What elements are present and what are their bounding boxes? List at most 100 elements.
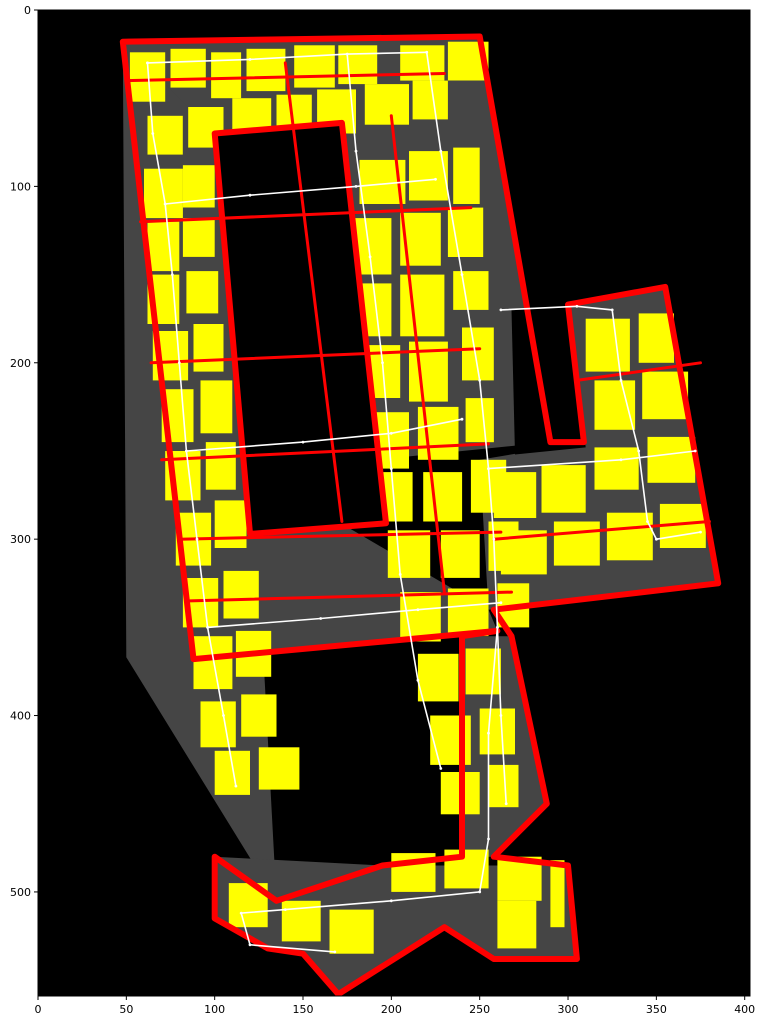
room [493, 472, 537, 518]
path-node [195, 537, 199, 541]
path-node [248, 193, 252, 197]
path-node [699, 530, 702, 534]
room [541, 465, 586, 513]
y-tick-label: 0 [24, 4, 31, 17]
room [200, 701, 236, 748]
hole-courtyard [214, 122, 386, 534]
boundary-line [492, 520, 711, 541]
x-tick-label: 300 [558, 1003, 579, 1016]
room [170, 48, 206, 88]
path-node [368, 255, 372, 259]
path-line [207, 601, 501, 629]
path-node [354, 185, 358, 188]
boundary-line [124, 72, 446, 83]
room [294, 45, 335, 88]
room [647, 436, 696, 483]
room [423, 472, 463, 522]
path-node [239, 911, 243, 915]
path-node [425, 50, 429, 54]
boundary-line [149, 347, 482, 365]
room [497, 900, 537, 949]
path-node [487, 837, 490, 841]
path-node [575, 304, 579, 308]
room [223, 570, 259, 619]
boundary-line [177, 530, 503, 541]
boundary-line [211, 119, 389, 537]
room [214, 750, 250, 795]
room [447, 207, 484, 257]
path-node [398, 573, 402, 576]
boundary-line [389, 114, 446, 594]
path-node [460, 273, 464, 276]
room [329, 909, 374, 954]
path-node [478, 379, 482, 382]
path-node [151, 132, 155, 135]
path-node [389, 431, 393, 435]
boundary-line [575, 361, 702, 382]
path-node [492, 537, 496, 541]
path-node [499, 308, 503, 312]
room [479, 708, 515, 755]
boundary-line [188, 590, 513, 603]
path-node [439, 149, 443, 153]
room [400, 274, 445, 337]
path-node [222, 714, 225, 717]
path-node [416, 678, 420, 682]
paths-layer [146, 50, 702, 954]
path-node [655, 537, 658, 541]
room [638, 313, 674, 363]
path-node [389, 899, 393, 903]
x-tick-label: 200 [381, 1003, 402, 1016]
room [200, 380, 233, 434]
x-tick-label: 350 [646, 1003, 667, 1016]
y-tick-label: 200 [10, 357, 31, 370]
room [550, 860, 565, 928]
room [387, 530, 431, 578]
y-tick-label: 300 [10, 533, 31, 546]
boundary-line [283, 61, 344, 523]
boundaries-layer [119, 33, 722, 996]
path-line [147, 51, 427, 64]
boundary-line [119, 33, 722, 996]
path-node [416, 608, 420, 612]
room [364, 84, 409, 125]
x-tick-label: 50 [119, 1003, 133, 1016]
path-node [610, 308, 614, 312]
path-node [646, 520, 649, 523]
room [193, 636, 233, 690]
room [453, 271, 489, 310]
boundary-line [139, 206, 473, 224]
room [412, 80, 448, 120]
room [258, 747, 300, 790]
x-tick-label: 150 [293, 1003, 314, 1016]
room [594, 380, 636, 430]
path-node [345, 52, 349, 56]
room [205, 442, 236, 490]
path-node [170, 273, 174, 276]
path-node [248, 943, 252, 947]
path-node [496, 626, 499, 629]
path-line [165, 178, 436, 205]
path-node [478, 890, 482, 894]
path-node [439, 767, 443, 770]
room [186, 271, 219, 314]
path-line [500, 305, 701, 541]
path-node [619, 379, 623, 382]
room [447, 588, 489, 637]
room [246, 48, 286, 92]
x-tick-label: 250 [469, 1003, 490, 1016]
path-node [637, 449, 641, 453]
path-node [319, 617, 323, 620]
axes-frame [37, 9, 751, 997]
path-node [381, 361, 384, 365]
path-node [301, 440, 305, 444]
path-node [499, 714, 503, 717]
y-tick-label: 500 [10, 886, 31, 899]
room [453, 147, 480, 204]
room [594, 447, 639, 490]
room [338, 45, 378, 85]
path-line [146, 62, 237, 787]
path-node [177, 361, 181, 365]
path-node [234, 784, 238, 788]
y-tick-label: 100 [10, 180, 31, 193]
